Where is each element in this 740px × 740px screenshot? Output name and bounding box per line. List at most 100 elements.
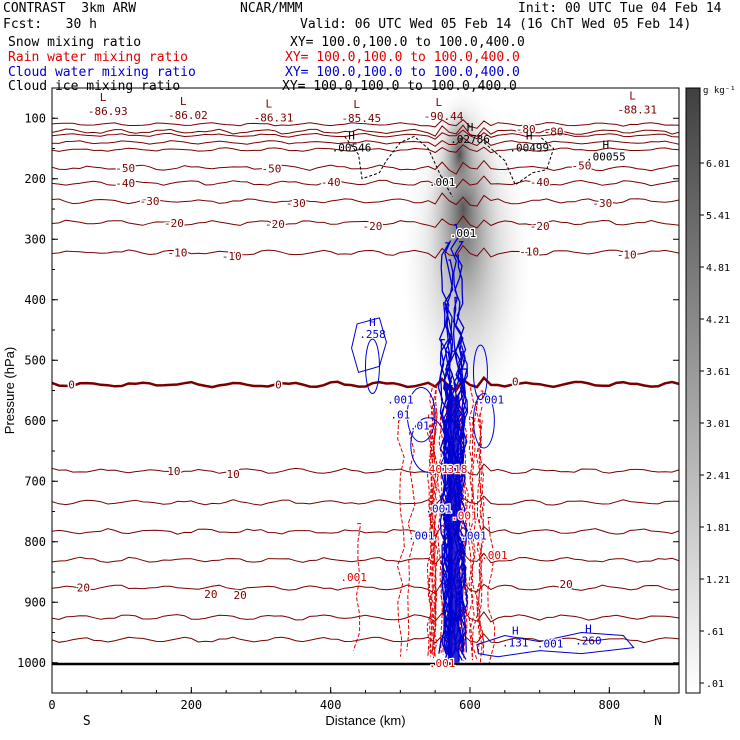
temperature-contour [52,633,679,645]
x-tick-label: 200 [180,698,202,712]
rain-contour [477,390,484,649]
temperature-contour [52,136,679,147]
temperature-contour [52,462,679,476]
temperature-contour-label: -20 [363,220,383,233]
contour-value-label: .001 [537,637,564,650]
temperature-contour-label: -40 [321,176,341,189]
temperature-contour [52,580,679,595]
field-xy-snow: XY= 100.0,100.0 to 100.0,400.0 [290,35,525,50]
contour-value-label: .01 [410,420,430,433]
temperature-contour-label: 10 [167,465,180,478]
temperature-contour-label: -50 [572,159,592,172]
y-tick-label: 900 [24,595,46,609]
colorbar-label: 1.81 [706,523,730,534]
contour-value-label: .001 [429,176,456,189]
contour-value-label: .001 [340,571,367,584]
north-label: N [654,714,662,729]
rain-contour [428,424,435,653]
temperature-contour-label: -80 [516,123,536,136]
temperature-contour [52,495,679,508]
colorbar-label: .01 [706,679,724,690]
temperature-contour [52,159,679,175]
colorbar-label: 1.21 [706,575,730,586]
rain-contour [352,523,362,651]
temperature-contour-label: -40 [530,176,550,189]
temperature-contour-label: -10 [222,250,242,263]
maximum-marker: H [348,130,355,143]
y-tick-label: 300 [24,232,46,246]
minimum-value: -86.93 [88,105,128,118]
temperature-contour-label: -20 [530,220,550,233]
contour-value-label: .001 [387,394,414,407]
temperature-contour-label: 20 [560,578,573,591]
temperature-contour-label: -30 [592,197,612,210]
snow-shading-top [439,104,480,205]
temperature-contour-label: -30 [286,197,306,210]
cloud-water-contour [439,242,451,655]
colorbar-label: 3.61 [706,367,730,378]
maximum-value: .00499 [509,142,549,155]
contour-value-label: .001 [460,530,487,543]
minimum-value: -85.45 [341,112,381,125]
y-axis-title: Pressure (hPa) [2,347,17,434]
rain-contour [436,425,443,653]
y-tick-label: 400 [24,293,46,307]
cloud-ice-contour [483,136,555,186]
colorbar-unit: g kg⁻¹ [703,86,736,96]
cloud-water-contour [406,386,436,443]
temperature-contour-label: -40 [115,177,135,190]
cloud-water-contour [476,631,635,658]
field-xy-cloud-water: XY= 100.0,100.0 to 100.0,400.0 [285,65,520,80]
temperature-contour-label: 10 [227,468,240,481]
field-name-cloud-ice: Cloud ice mixing ratio [8,79,181,94]
maximum-value: .02786 [450,133,490,146]
contour-value-label: .001 [408,530,435,543]
temperature-contour [52,192,679,207]
colorbar-label: 4.81 [706,263,730,274]
minimum-marker: L [100,91,107,104]
temperature-contour [52,119,679,129]
temperature-contour [52,215,679,229]
x-tick-label: 0 [48,698,55,712]
maximum-value: .00055 [586,151,626,164]
maximum-value: .258 [359,328,386,341]
x-tick-label: 600 [459,698,481,712]
colorbar-label: 5.41 [706,211,730,222]
minimum-marker: L [629,90,636,103]
colorbar-label: 2.41 [706,471,730,482]
temperature-contour-label: 20 [204,588,217,601]
maximum-marker: H [512,625,519,638]
temperature-contour-label: 0 [68,378,75,391]
rain-contour [475,395,483,653]
temperature-contour [52,524,679,538]
minimum-marker: L [180,95,187,108]
y-tick-label: 500 [24,353,46,367]
colorbar-label: .61 [706,627,724,638]
temperature-contour-label: -80 [544,126,564,139]
minimum-marker: L [353,98,360,111]
field-xy-rain: XY= 100.0,100.0 to 100.0,400.0 [285,50,520,65]
x-axis-title: Distance (km) [325,713,405,728]
minimum-value: -86.02 [168,109,208,122]
cloud-water-core [447,396,460,663]
center-title: NCAR/MMM [240,1,303,16]
field-name-snow: Snow mixing ratio [8,35,142,50]
temperature-contour [52,375,679,393]
temperature-contour-label: -10 [519,245,539,258]
colorbar: 6.01 5.41 4.81 4.21 3.61 3.01 2.41 1.81 1.21 .61.… [685,86,736,694]
y-tick-label: 100 [24,111,46,125]
minimum-value: -90.44 [424,110,464,123]
contour-value-label: .001 [481,549,508,562]
contour-value-label: .001 [429,657,456,670]
temperature-contour [52,124,679,137]
temperature-contour-label: -20 [164,217,184,230]
colorbar-label: 6.01 [706,159,730,170]
temperature-contour-label: 20 [77,582,90,595]
minimum-marker: L [436,96,443,109]
rain-contour [406,432,416,651]
maximum-marker: H [603,139,610,152]
south-label: S [83,714,91,729]
temperature-contour [52,175,679,189]
